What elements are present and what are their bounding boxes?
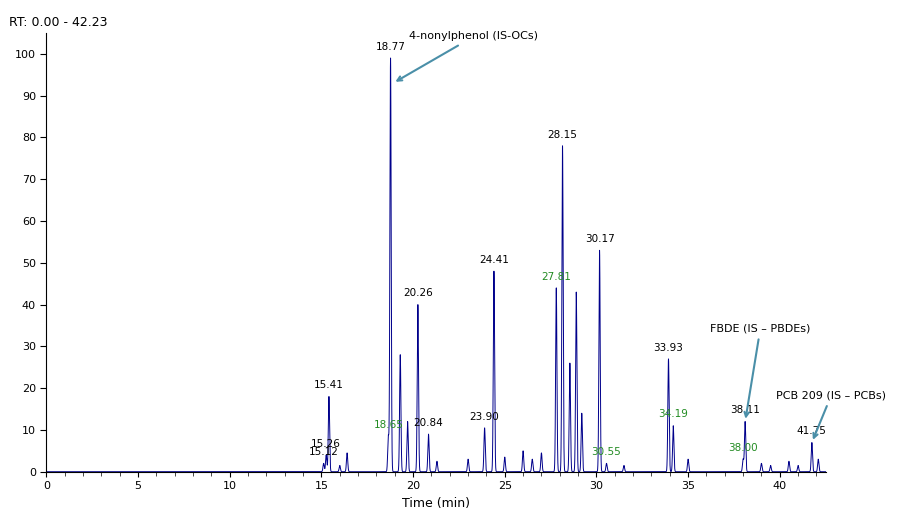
Text: 15.41: 15.41: [314, 380, 344, 390]
Text: 38.11: 38.11: [730, 405, 760, 415]
Text: RT: 0.00 - 42.23: RT: 0.00 - 42.23: [9, 16, 108, 29]
Text: 4-nonylphenol (IS-OCs): 4-nonylphenol (IS-OCs): [398, 32, 538, 81]
Text: 33.93: 33.93: [653, 343, 683, 353]
Text: 18.77: 18.77: [376, 42, 406, 52]
Text: 30.55: 30.55: [592, 447, 622, 457]
Text: 18.65: 18.65: [373, 420, 403, 430]
Text: 23.90: 23.90: [469, 412, 499, 422]
Text: FBDE (IS – PBDEs): FBDE (IS – PBDEs): [710, 324, 811, 416]
Text: 38.00: 38.00: [728, 443, 758, 453]
Text: 34.19: 34.19: [659, 410, 689, 419]
Text: 30.17: 30.17: [584, 234, 614, 244]
Text: 15.26: 15.26: [312, 439, 342, 449]
Text: 27.81: 27.81: [542, 271, 571, 281]
Text: PCB 209 (IS – PCBs): PCB 209 (IS – PCBs): [776, 391, 886, 438]
X-axis label: Time (min): Time (min): [402, 497, 470, 510]
Text: 15.12: 15.12: [309, 447, 339, 457]
Text: 28.15: 28.15: [547, 130, 577, 140]
Text: 24.41: 24.41: [479, 255, 509, 265]
Text: 20.26: 20.26: [403, 288, 433, 298]
Text: 41.75: 41.75: [797, 426, 827, 436]
Text: 20.84: 20.84: [414, 418, 443, 428]
